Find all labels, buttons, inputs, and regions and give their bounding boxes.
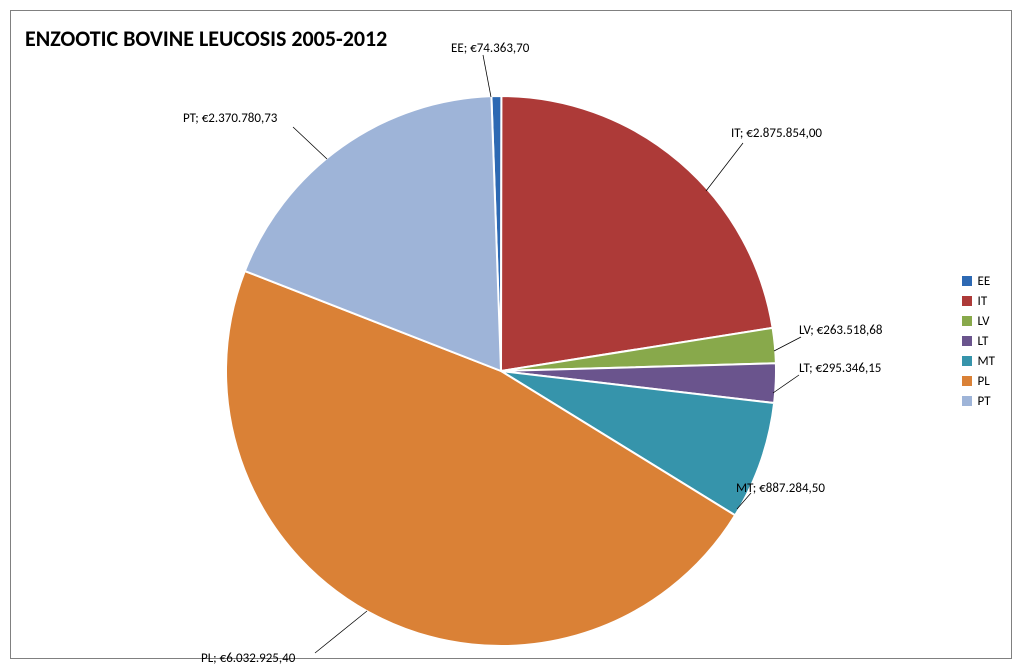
pie-area: EE; €74.363,70IT; €2.875.854,00LV; €263.… (71, 31, 871, 651)
legend-label-lv: LV (978, 314, 990, 329)
legend-item-lv: LV (962, 311, 995, 331)
legend-swatch-mt (962, 356, 972, 366)
legend-item-mt: MT (962, 351, 995, 371)
legend-swatch-it (962, 296, 972, 306)
legend-swatch-pt (962, 396, 972, 406)
slice-label-pt: PT; €2.370.780,73 (183, 111, 277, 126)
legend-label-mt: MT (978, 354, 995, 369)
legend-label-pl: PL (978, 374, 990, 389)
legend: EE IT LV LT MT PL PT (962, 271, 995, 411)
legend-item-lt: LT (962, 331, 995, 351)
legend-label-ee: EE (978, 274, 991, 289)
legend-item-pt: PT (962, 391, 995, 411)
slice-label-ee: EE; €74.363,70 (451, 41, 529, 56)
legend-label-pt: PT (978, 394, 991, 409)
legend-label-lt: LT (978, 334, 989, 349)
legend-swatch-lt (962, 336, 972, 346)
chart-frame: ENZOOTIC BOVINE LEUCOSIS 2005-2012 EE; €… (10, 10, 1012, 659)
slice-label-pl: PL; €6.032.925,40 (201, 651, 295, 666)
slice-label-mt: MT; €887.284,50 (736, 481, 825, 496)
legend-label-it: IT (978, 294, 988, 309)
slice-label-lt: LT; €295.346,15 (799, 361, 881, 376)
slice-label-lv: LV; €263.518,68 (799, 323, 882, 338)
legend-item-it: IT (962, 291, 995, 311)
legend-swatch-lv (962, 316, 972, 326)
legend-item-pl: PL (962, 371, 995, 391)
legend-swatch-ee (962, 276, 972, 286)
legend-item-ee: EE (962, 271, 995, 291)
legend-swatch-pl (962, 376, 972, 386)
slice-label-it: IT; €2.875.854,00 (731, 126, 822, 141)
